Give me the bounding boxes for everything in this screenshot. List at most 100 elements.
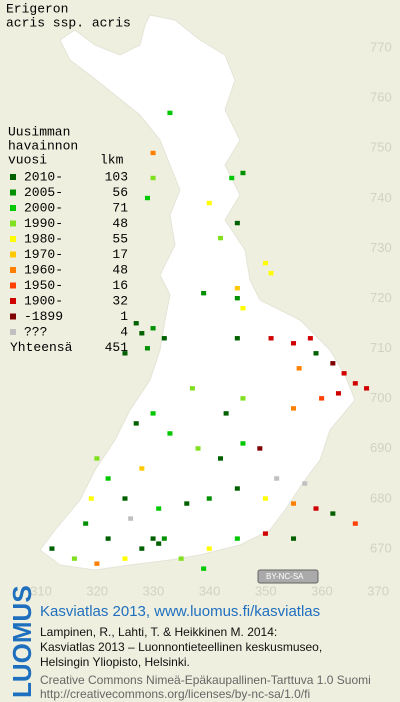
observation-square xyxy=(262,260,268,266)
observation-square xyxy=(105,476,111,481)
legend-total-label: Yhteensä xyxy=(10,340,73,355)
x-tick-label: 340 xyxy=(199,583,221,598)
observation-square xyxy=(88,496,94,501)
observation-square xyxy=(156,506,162,511)
license[interactable]: http://creativecommons.org/licenses/by-n… xyxy=(40,687,310,701)
legend-label: 1980- xyxy=(24,231,63,246)
legend-swatch xyxy=(10,298,16,304)
citation: Helsingin Yliopisto, Helsinki. xyxy=(40,655,190,669)
legend-label: 1970- xyxy=(24,247,63,262)
x-tick-label: 310 xyxy=(30,583,52,598)
logo: LUOMUS xyxy=(7,585,37,698)
legend-label: 2010- xyxy=(24,169,63,184)
legend-count: 71 xyxy=(112,200,128,215)
legend-count: 1 xyxy=(120,309,128,324)
observation-square xyxy=(133,321,139,326)
title: acris ssp. acris xyxy=(6,15,131,30)
observation-square xyxy=(217,235,223,241)
observation-square xyxy=(262,496,268,501)
legend-label: 1960- xyxy=(24,262,63,277)
observation-square xyxy=(206,496,212,501)
license: Creative Commons Nimeä-Epäkaupallinen-Ta… xyxy=(40,673,371,687)
observation-square xyxy=(296,366,302,371)
legend-count-heading: lkm xyxy=(100,152,124,167)
legend-swatch xyxy=(10,220,16,227)
x-tick-label: 350 xyxy=(255,583,277,598)
finland-outline xyxy=(39,14,356,571)
legend-label: 2000- xyxy=(24,200,63,215)
observation-square xyxy=(262,531,268,536)
observation-square xyxy=(139,331,145,336)
y-tick-label: 740 xyxy=(370,190,392,205)
observation-square xyxy=(122,556,128,561)
observation-square xyxy=(234,486,240,491)
title: Erigeron xyxy=(6,1,68,16)
observation-square xyxy=(352,521,358,526)
x-tick-label: 370 xyxy=(367,583,389,598)
observation-square xyxy=(240,170,246,176)
observation-square xyxy=(234,295,240,301)
legend-count: 48 xyxy=(112,262,128,277)
legend-label: ??? xyxy=(24,324,47,339)
observation-square xyxy=(240,441,246,446)
observation-square xyxy=(167,110,173,116)
observation-square xyxy=(240,306,246,311)
observation-square xyxy=(313,351,319,356)
observation-square xyxy=(150,326,156,331)
y-tick-label: 760 xyxy=(370,90,392,105)
observation-square xyxy=(291,536,297,541)
observation-square xyxy=(206,200,212,206)
observation-square xyxy=(150,150,156,156)
observation-square xyxy=(150,536,156,541)
observation-square xyxy=(83,521,89,526)
observation-square xyxy=(156,541,162,546)
observation-square xyxy=(291,406,297,411)
observation-square xyxy=(274,476,280,481)
observation-square xyxy=(229,175,235,181)
legend-count: 103 xyxy=(105,169,128,184)
observation-square xyxy=(240,396,246,401)
observation-square xyxy=(302,481,308,486)
observation-square xyxy=(139,466,145,471)
legend-count: 48 xyxy=(112,216,128,231)
observation-square xyxy=(128,516,134,521)
observation-square xyxy=(291,341,297,346)
observation-square xyxy=(189,386,195,391)
legend-count: 55 xyxy=(112,231,128,246)
legend-label: 1950- xyxy=(24,278,63,293)
observation-square xyxy=(291,501,297,506)
citation: Kasviatlas 2013 – Luonnontieteellinen ke… xyxy=(40,640,322,654)
link[interactable]: Kasviatlas 2013, www.luomus.fi/kasviatla… xyxy=(40,603,320,620)
y-tick-label: 670 xyxy=(370,540,392,555)
observation-square xyxy=(144,346,150,351)
observation-square xyxy=(335,391,341,396)
observation-square xyxy=(167,431,173,436)
observation-square xyxy=(105,536,111,541)
legend-swatch xyxy=(10,329,16,335)
legend-swatch xyxy=(10,251,16,258)
observation-square xyxy=(178,556,184,561)
observation-square xyxy=(161,336,167,341)
citation: Lampinen, R., Lahti, T. & Heikkinen M. 2… xyxy=(40,625,277,639)
observation-square xyxy=(268,270,274,276)
observation-square xyxy=(71,556,77,561)
observation-square xyxy=(139,546,145,551)
observation-square xyxy=(150,175,156,181)
legend-label: 1900- xyxy=(24,293,63,308)
observation-square xyxy=(352,381,358,386)
observation-square xyxy=(234,285,240,291)
legend-label: 1990- xyxy=(24,216,63,231)
legend-swatch xyxy=(10,189,16,196)
observation-square xyxy=(49,546,55,551)
legend-heading: havainnon xyxy=(8,138,78,153)
observation-square xyxy=(268,336,274,341)
observation-square xyxy=(122,496,128,501)
observation-square xyxy=(330,361,336,366)
legend-swatch xyxy=(10,282,16,289)
y-tick-label: 750 xyxy=(370,140,392,155)
observation-square xyxy=(234,336,240,341)
observation-square xyxy=(206,546,212,551)
observation-square xyxy=(307,336,313,341)
